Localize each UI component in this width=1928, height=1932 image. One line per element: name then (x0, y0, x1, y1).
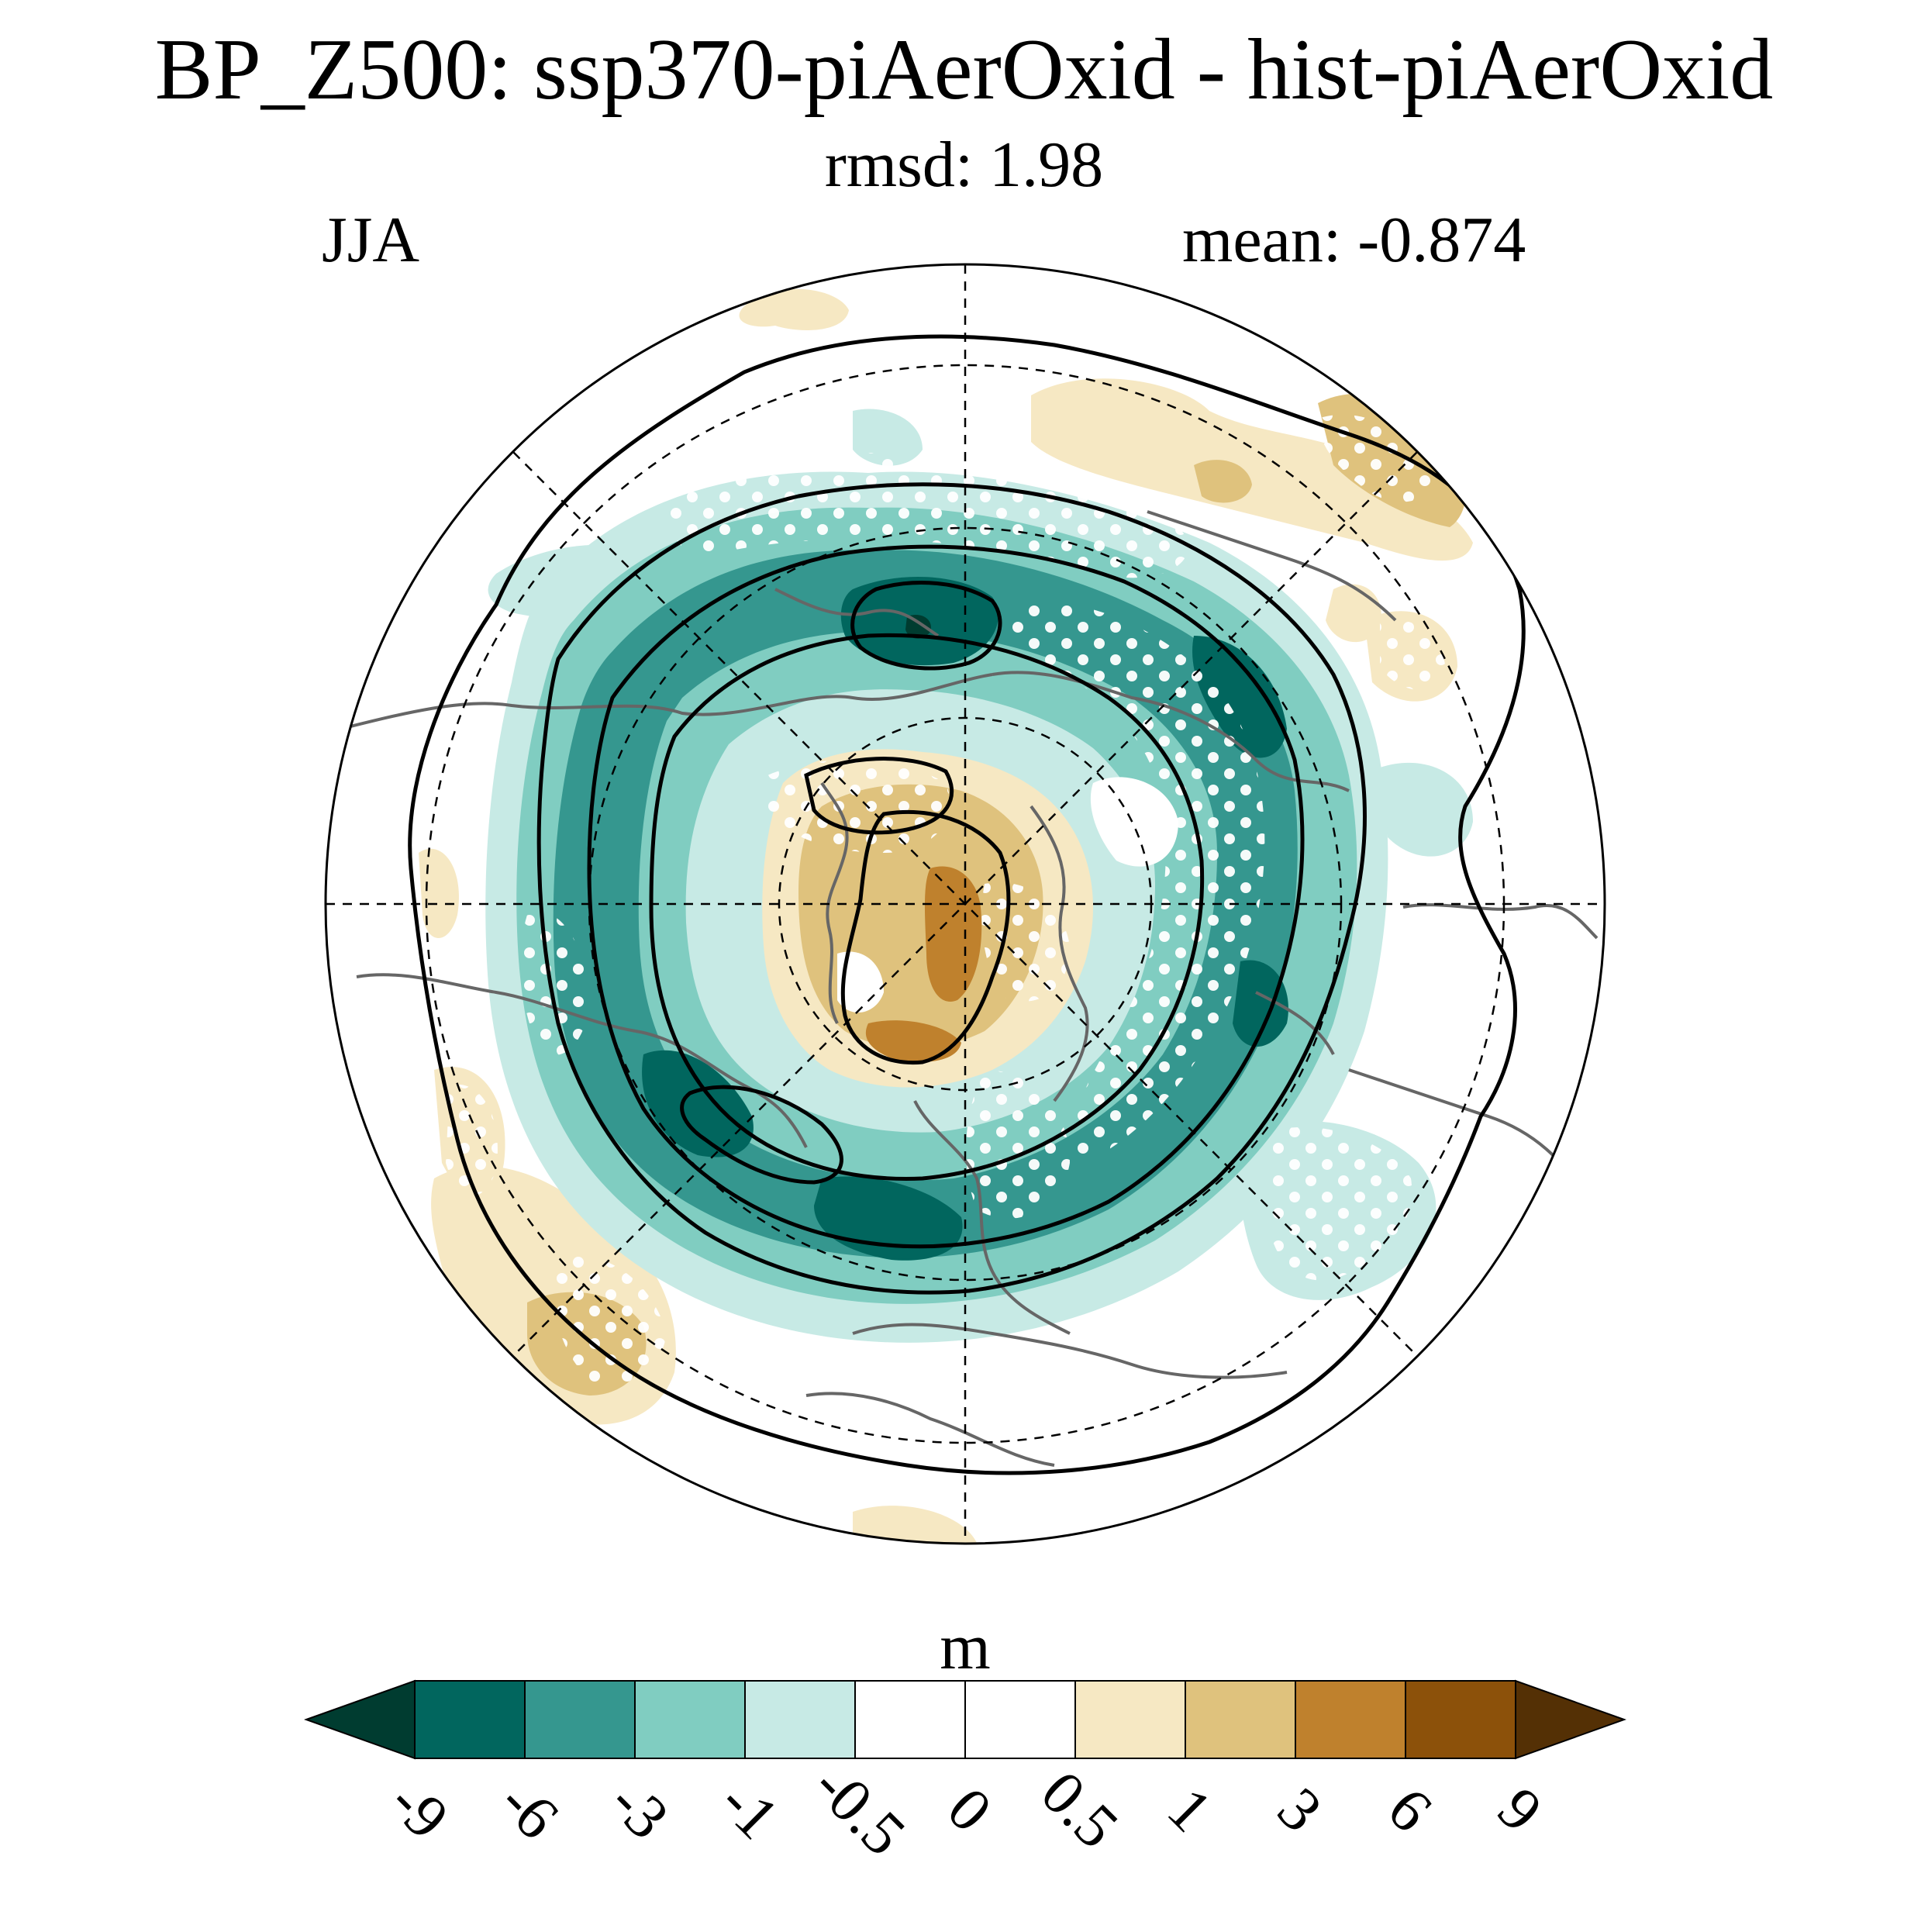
colorbar-tick-label: 1 (1154, 1775, 1225, 1845)
positive-patch (419, 848, 459, 938)
colorbar-tick-label: -6 (487, 1768, 571, 1852)
colorbar-box (524, 1680, 636, 1759)
graticule (326, 264, 1605, 1544)
colorbar-tick-label: 9 (1485, 1775, 1555, 1845)
positive-patch (853, 1506, 977, 1544)
contour-ring-3 (649, 633, 1205, 1181)
positive-core-strong (924, 866, 982, 1002)
contour-inner-core (804, 757, 954, 835)
map-border (324, 263, 1606, 1545)
colorbar-tick-label: 3 (1264, 1775, 1335, 1845)
stippling (446, 414, 1447, 1386)
negative-patch (853, 409, 923, 466)
positive-patch (1194, 460, 1252, 503)
contour-outer (408, 334, 1526, 1475)
colorbar-box (744, 1680, 856, 1759)
colorbar-box (414, 1680, 526, 1759)
positive-patch (739, 288, 849, 330)
negative-patch (1380, 762, 1473, 857)
colorbar-box (1405, 1680, 1516, 1759)
colorbar-tick-label: -3 (597, 1768, 681, 1852)
colorbar-box (854, 1680, 966, 1759)
colorbar-tick-label: -1 (707, 1768, 792, 1852)
inner-white-gap (1090, 777, 1178, 867)
mean-label: mean: -0.874 (1182, 204, 1526, 276)
colorbar-max-triangle (1515, 1679, 1626, 1760)
colorbar-tick-label: -9 (377, 1768, 461, 1852)
contour-inner-left (680, 1085, 843, 1185)
positive-core-strong (865, 1020, 961, 1062)
colorbar-min-triangle (304, 1679, 416, 1760)
negative-core (642, 1050, 754, 1157)
negative-core (1233, 960, 1288, 1047)
colorbar-box (1295, 1680, 1406, 1759)
positive-patch (1031, 378, 1473, 561)
rmsd-label: rmsd: 1.98 (824, 129, 1104, 201)
colorbar-box (634, 1680, 746, 1759)
colorbar-tick-label: 6 (1374, 1775, 1445, 1845)
contour-inner-pos (840, 810, 1011, 1065)
colorbar-box (1185, 1680, 1296, 1759)
colorbar-box (1074, 1680, 1186, 1759)
colorbar-tick-label: -0.5 (801, 1751, 919, 1869)
contour-ring-1 (536, 482, 1367, 1295)
colorbar-tick-label: 0.5 (1028, 1758, 1131, 1861)
colorbar-units: m (940, 1611, 991, 1683)
colorbar-box (964, 1680, 1076, 1759)
negative-core (905, 614, 931, 639)
plot-title: BP_Z500: ssp370-piAerOxid - hist-piAerOx… (154, 22, 1774, 118)
colorbar-tick-label: 0 (934, 1775, 1005, 1845)
season-label: JJA (322, 204, 420, 276)
negative-core (1192, 636, 1287, 758)
contour-high-core (850, 581, 1002, 671)
